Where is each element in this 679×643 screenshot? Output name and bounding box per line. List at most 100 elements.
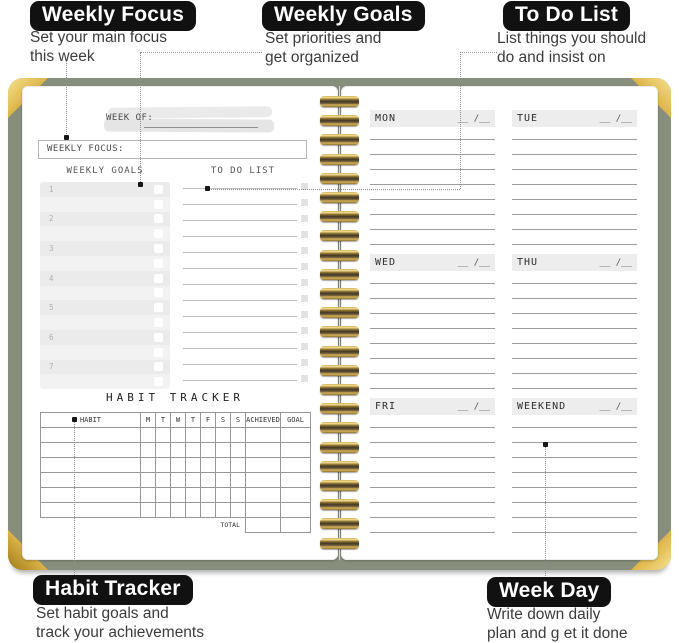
day-line [370, 517, 495, 518]
spiral-ring [320, 172, 359, 184]
habit-cell [230, 472, 246, 488]
day-section: THU __ /__ [512, 254, 637, 392]
habit-cell [170, 487, 186, 503]
habit-cell [245, 457, 281, 473]
day-section: TUE __ /__ [512, 110, 637, 248]
habit-cell [40, 472, 141, 488]
weekly-focus-description: Set your main focus this week [30, 29, 167, 65]
week-day-badge: Week Day [487, 577, 612, 608]
day-line [370, 427, 495, 428]
week-of-line [144, 127, 258, 128]
todo-line [183, 327, 308, 334]
todo-line [183, 183, 308, 190]
habit-header-cell: F [200, 412, 216, 428]
day-line [370, 229, 495, 230]
habit-header-cell: HABIT [40, 412, 141, 428]
spiral-ring [320, 230, 359, 242]
day-date-placeholder: __ /__ [457, 257, 490, 268]
spiral-ring [320, 345, 359, 357]
leader-weekly-goals [140, 52, 262, 53]
goal-number: 6 [49, 332, 54, 342]
habit-cell [40, 487, 141, 503]
page-gap-line [339, 86, 340, 560]
habit-header-cell: T [155, 412, 171, 428]
day-line [512, 373, 637, 374]
weekly-goals-badge: Weekly Goals [262, 1, 425, 32]
goal-checkbox [154, 229, 163, 239]
goal-checkbox [154, 362, 163, 372]
habit-cell [280, 457, 311, 473]
weekly-focus-badge: Weekly Focus [30, 1, 197, 32]
day-label: WED [375, 257, 397, 268]
todo-line [183, 279, 308, 286]
spiral-ring [320, 403, 359, 415]
weekly-focus-box: WEEKLY FOCUS: [38, 140, 307, 159]
goal-row [40, 345, 170, 360]
day-line [370, 358, 495, 359]
habit-cell [200, 442, 216, 458]
todo-checkbox [301, 359, 308, 366]
habit-tracker-description: Set habit goals and track your achieveme… [36, 605, 204, 641]
day-line [512, 388, 637, 389]
goal-number: 1 [49, 184, 54, 194]
habit-row [40, 427, 311, 443]
habit-header-cell: GOAL [280, 412, 311, 428]
day-date-placeholder: __ /__ [599, 113, 632, 124]
habit-cell [215, 457, 231, 473]
goal-number: 4 [49, 273, 54, 283]
leader-dot-weekly-focus [64, 135, 69, 140]
spiral-ring [320, 192, 359, 203]
day-line [512, 457, 637, 458]
habit-cell [280, 442, 311, 458]
todo-checkbox [301, 199, 308, 206]
goal-row [40, 315, 170, 330]
goal-checkbox [154, 318, 163, 328]
habit-cell [140, 457, 156, 473]
todo-checkbox [301, 343, 308, 350]
todo-line [183, 231, 308, 238]
spiral-ring [320, 249, 359, 261]
habit-header-cell: M [140, 412, 156, 428]
spiral-binding [320, 92, 359, 560]
day-line [512, 427, 637, 428]
habit-cell [140, 487, 156, 503]
habit-cell [280, 487, 311, 503]
spiral-ring [320, 480, 359, 491]
leader-to-do-list [460, 52, 461, 189]
spiral-ring [320, 134, 359, 146]
day-line [370, 328, 495, 329]
day-section: MON __ /__ [370, 110, 495, 248]
habit-cell [170, 427, 186, 443]
day-header: WED __ /__ [370, 254, 495, 271]
spiral-ring [320, 364, 359, 376]
habit-cell [185, 472, 201, 488]
day-line [370, 388, 495, 389]
day-line [370, 244, 495, 245]
weekly-focus-label: WEEKLY FOCUS: [47, 144, 124, 154]
habit-cell [230, 427, 246, 443]
weekly-goals-description: Set priorities and get organized [265, 30, 382, 66]
goal-row [40, 226, 170, 241]
day-line [370, 532, 495, 533]
todo-line [183, 215, 308, 222]
todo-line [183, 199, 308, 206]
habit-total-cell [280, 517, 311, 533]
habit-header-cell: ACHIEVED [245, 412, 281, 428]
day-line [370, 184, 495, 185]
spiral-ring [320, 518, 359, 530]
habit-cell [215, 502, 231, 518]
goal-row: 6 [40, 329, 170, 345]
leader-dot-habit-tracker [72, 417, 77, 422]
goal-row [40, 286, 170, 301]
day-date-placeholder: __ /__ [457, 113, 490, 124]
day-section: WED __ /__ [370, 254, 495, 392]
spiral-ring [320, 460, 359, 472]
day-line [370, 199, 495, 200]
habit-cell [155, 442, 171, 458]
spiral-ring [320, 288, 359, 299]
leader-to-do-list [207, 189, 460, 190]
habit-cell [155, 457, 171, 473]
spiral-ring [320, 268, 359, 280]
day-line [370, 442, 495, 443]
day-line [370, 373, 495, 374]
